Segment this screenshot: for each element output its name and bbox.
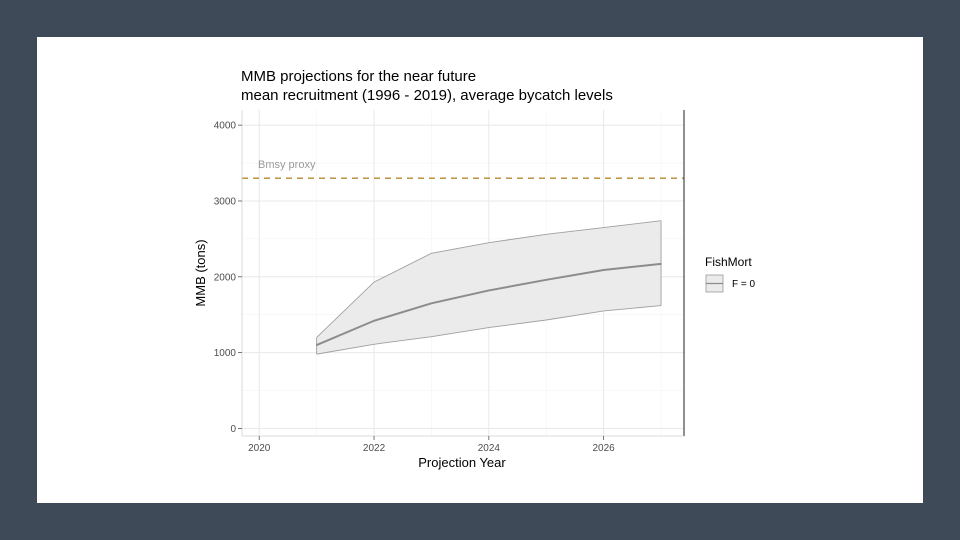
y-tick-label: 3000	[214, 196, 237, 207]
x-axis-title: Projection Year	[418, 455, 506, 470]
y-axis-title: MMB (tons)	[193, 239, 208, 306]
data-point	[488, 289, 490, 292]
confidence-band	[316, 220, 662, 355]
x-tick-label: 2022	[363, 443, 386, 454]
chart-subtitle: mean recruitment (1996 - 2019), average …	[241, 87, 613, 104]
x-tick-label: 2020	[248, 443, 271, 454]
x-tick-label: 2024	[478, 443, 501, 454]
axes	[241, 110, 685, 437]
upper-bound-line	[316, 220, 662, 338]
slide: MMB projections for the near future mean…	[37, 37, 923, 503]
y-tick-label: 1000	[214, 348, 237, 359]
ticks: 0 1000 2000 3000 4000 2020 2022 2024 2026	[214, 121, 615, 454]
reference-line-group: Bmsy proxy	[242, 159, 684, 179]
legend-title: FishMort	[705, 255, 752, 269]
data-point	[602, 269, 605, 271]
data-point	[660, 263, 662, 265]
chart-title: MMB projections for the near future	[241, 68, 476, 85]
y-tick-label: 0	[230, 424, 236, 435]
data-point	[373, 319, 375, 322]
y-tick-label: 2000	[214, 272, 237, 283]
x-tick-label: 2026	[593, 443, 616, 454]
lower-bound-line	[316, 305, 662, 355]
legend-label-f0: F = 0	[732, 279, 756, 290]
bmsy-label: Bmsy proxy	[258, 159, 316, 171]
data-point	[315, 344, 318, 346]
legend: FishMort F = 0	[705, 255, 756, 293]
y-tick-label: 4000	[214, 121, 237, 132]
chart: MMB projections for the near future mean…	[193, 68, 756, 470]
data-point	[430, 302, 433, 305]
series-group	[315, 220, 662, 355]
data-point	[545, 279, 548, 281]
